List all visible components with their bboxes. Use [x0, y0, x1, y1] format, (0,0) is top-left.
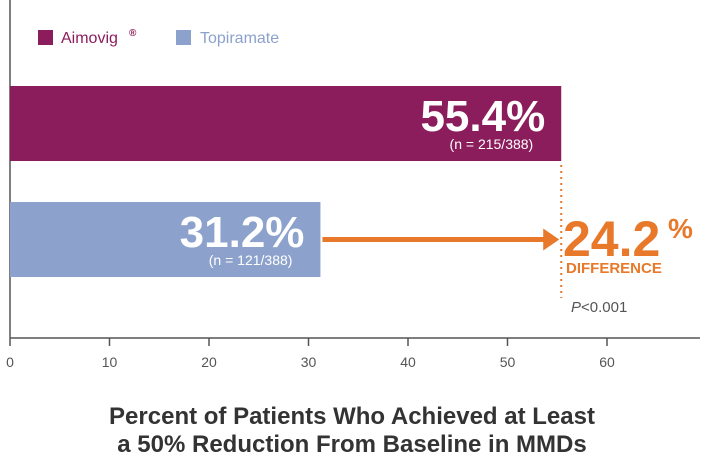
x-tick-label: 20 [201, 354, 217, 370]
x-tick-label: 0 [6, 354, 14, 370]
bar-n-label-aimovig: (n = 215/388) [450, 136, 534, 152]
p-value: P<0.001 [571, 299, 627, 316]
legend-swatch-topiramate [176, 30, 191, 45]
legend-label-topiramate: Topiramate [200, 30, 279, 47]
x-tick-label: 40 [400, 354, 416, 370]
bar-aimovig [10, 86, 562, 161]
x-axis-ticks: 0 10 20 30 40 50 60 [6, 338, 615, 370]
bars: 55.4%(n = 215/388) 31.2%(n = 121/388) [10, 86, 562, 277]
x-tick-label: 10 [102, 354, 118, 370]
bar-n-label-topiramate: (n = 121/388) [209, 252, 293, 268]
chart-title-line-2: a 50% Reduction From Baseline in MMDs [117, 431, 586, 458]
bar-value-label-topiramate: 31.2% [180, 208, 305, 257]
legend: Aimovig ® Topiramate [38, 28, 279, 47]
difference-label: DIFFERENCE [566, 260, 662, 277]
bar-value-label-aimovig: 55.4% [420, 92, 545, 141]
difference-arrow-head [543, 228, 560, 251]
difference-value: 24.2 [563, 211, 660, 267]
x-tick-label: 30 [301, 354, 317, 370]
x-tick-label: 60 [599, 354, 615, 370]
chart-title-line-1: Percent of Patients Who Achieved at Leas… [109, 403, 595, 430]
legend-label-aimovig: Aimovig [61, 30, 118, 47]
bar-topiramate [10, 202, 321, 277]
x-tick-label: 50 [500, 354, 516, 370]
legend-swatch-aimovig [38, 30, 53, 45]
legend-registered-mark: ® [129, 28, 137, 39]
difference-percent-sign: % [668, 213, 693, 244]
